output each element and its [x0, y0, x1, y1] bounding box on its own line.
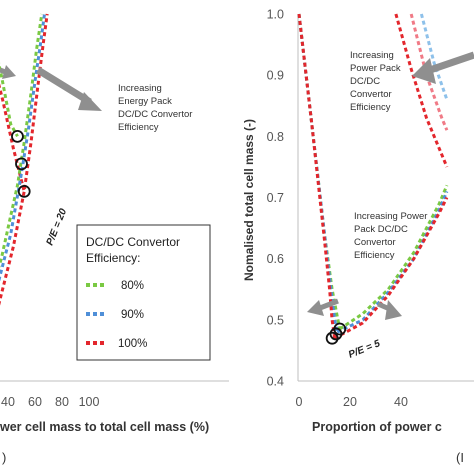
right-x-tick-labels: 0 20 40 [296, 395, 408, 409]
annotation-line: DC/DC [350, 76, 380, 87]
right-arrow-left [307, 298, 339, 316]
annotation-line: Increasing [350, 50, 394, 61]
left-markers [11, 129, 31, 198]
left-marker-1 [15, 157, 28, 171]
right-y-tick-0.5: 0.5 [267, 313, 284, 327]
right-markers [325, 322, 347, 345]
legend-box [76, 224, 211, 361]
right-x-axis-label: Proportion of power c [312, 420, 442, 434]
right-marker-2 [333, 322, 347, 336]
right-arrow-top [412, 51, 474, 84]
legend-label-90: 90% [121, 309, 144, 321]
legend-title: Efficiency: [86, 251, 140, 265]
right-y-tick-0.6: 0.6 [267, 252, 284, 266]
legend-entry-100: 100% [86, 338, 147, 350]
left-x-tick-100: 100 [79, 395, 100, 409]
right-y-tick-labels: 0.4 0.5 0.6 0.7 0.8 0.9 1.0 [267, 8, 284, 389]
left-pe-label: P/E = 20 [45, 207, 70, 247]
left-x-axis-label: wer cell mass to total cell mass (%) [0, 420, 209, 434]
left-arrow-small [0, 65, 16, 79]
left-x-tick-labels: 40 60 80 100 [1, 395, 99, 409]
right-left-branch-1 [297, 13, 339, 333]
left-series-line-90 [0, 13, 46, 282]
right-annotation-top: Increasing Power Pack DC/DC Convertor Ef… [350, 50, 401, 113]
right-arrow-right [377, 300, 402, 320]
legend-label-80: 80% [121, 280, 144, 292]
right-chart: 0.4 0.5 0.6 0.7 0.8 0.9 1.0 0 20 40 Nomalised to… [242, 8, 474, 465]
left-marker-0 [11, 129, 24, 143]
legend-label-100: 100% [118, 338, 147, 350]
annotation-line: DC/DC Convertor [118, 109, 192, 120]
right-x-tick-20: 20 [343, 395, 357, 409]
annotation-line: Increasing Power [354, 211, 427, 222]
annotation-line: Efficiency [118, 122, 159, 133]
left-annotation-efficiency: Increasing Energy Pack DC/DC Convertor E… [118, 83, 192, 133]
right-panel-label: (I [456, 450, 464, 465]
right-upper-line-2 [419, 13, 449, 101]
right-upper-line-1 [409, 13, 449, 131]
legend-title: DC/DC Convertor [86, 235, 180, 249]
left-series-line-100 [0, 13, 49, 306]
left-chart: 40 60 80 100 wer cell mass to total cell ma… [0, 13, 229, 465]
right-right-branch-0 [338, 184, 449, 331]
left-falling-line-0 [0, 62, 19, 138]
left-series-line-80 [0, 13, 44, 268]
right-y-tick-0.7: 0.7 [267, 191, 284, 205]
right-plot-lines [297, 13, 449, 340]
right-marker-0 [325, 331, 339, 345]
right-y-tick-0.9: 0.9 [267, 69, 284, 83]
right-y-axis-label: Nomalised total cell mass (-) [242, 119, 256, 281]
right-upper-line-0 [394, 13, 449, 168]
right-y-tick-0.8: 0.8 [267, 130, 284, 144]
annotation-line: Convertor [350, 89, 392, 100]
annotation-line: Energy Pack [118, 96, 172, 107]
right-pe-label: P/E = 5 [347, 338, 382, 361]
legend: DC/DC Convertor Efficiency: 80% 90% 100% [76, 224, 211, 361]
left-arrow-large [36, 67, 102, 111]
left-x-tick-60: 60 [28, 395, 42, 409]
right-left-branch-0 [297, 13, 342, 330]
left-marker-2 [17, 184, 31, 198]
right-annotation-bottom: Increasing Power Pack DC/DC Convertor Ef… [354, 211, 427, 261]
annotation-line: Convertor [354, 237, 396, 248]
right-y-tick-0.4: 0.4 [267, 375, 284, 389]
right-x-tick-0: 0 [296, 395, 303, 409]
annotation-line: Efficiency [354, 250, 395, 261]
annotation-line: Pack DC/DC [354, 224, 408, 235]
right-right-branch-2 [333, 196, 449, 340]
annotation-line: Efficiency [350, 102, 391, 113]
annotation-line: Increasing [118, 83, 162, 94]
right-x-tick-40: 40 [394, 395, 408, 409]
right-y-tick-1.0: 1.0 [267, 8, 284, 22]
legend-entry-80: 80% [86, 280, 144, 292]
left-panel-label: ) [2, 450, 6, 465]
left-plot-lines [0, 13, 49, 306]
annotation-line: Power Pack [350, 63, 401, 74]
right-left-branch-2 [297, 13, 337, 339]
legend-entry-90: 90% [86, 309, 144, 321]
left-x-tick-40: 40 [1, 395, 15, 409]
left-x-tick-80: 80 [55, 395, 69, 409]
